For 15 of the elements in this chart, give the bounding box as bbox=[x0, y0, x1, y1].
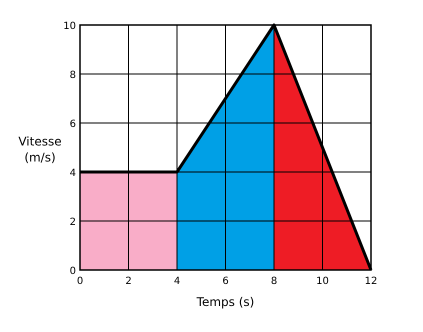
x-tick-label: 2 bbox=[125, 276, 132, 287]
x-tick-label: 12 bbox=[364, 276, 378, 287]
y-tick-label: 10 bbox=[63, 21, 76, 32]
x-axis-title: Temps (s) bbox=[196, 295, 254, 309]
y-tick-label: 4 bbox=[70, 168, 76, 179]
x-tick-label: 0 bbox=[76, 276, 84, 287]
x-tick-label: 4 bbox=[174, 276, 180, 287]
y-tick-label: 8 bbox=[70, 70, 76, 81]
x-tick-label: 6 bbox=[222, 276, 229, 287]
y-axis-title: Vitesse (m/s) bbox=[18, 134, 62, 164]
x-tick-label: 10 bbox=[316, 276, 329, 287]
y-tick-label: 2 bbox=[70, 217, 76, 228]
y-tick-label: 6 bbox=[70, 119, 76, 130]
x-tick-label: 8 bbox=[270, 276, 278, 287]
y-tick-label: 0 bbox=[70, 266, 76, 277]
